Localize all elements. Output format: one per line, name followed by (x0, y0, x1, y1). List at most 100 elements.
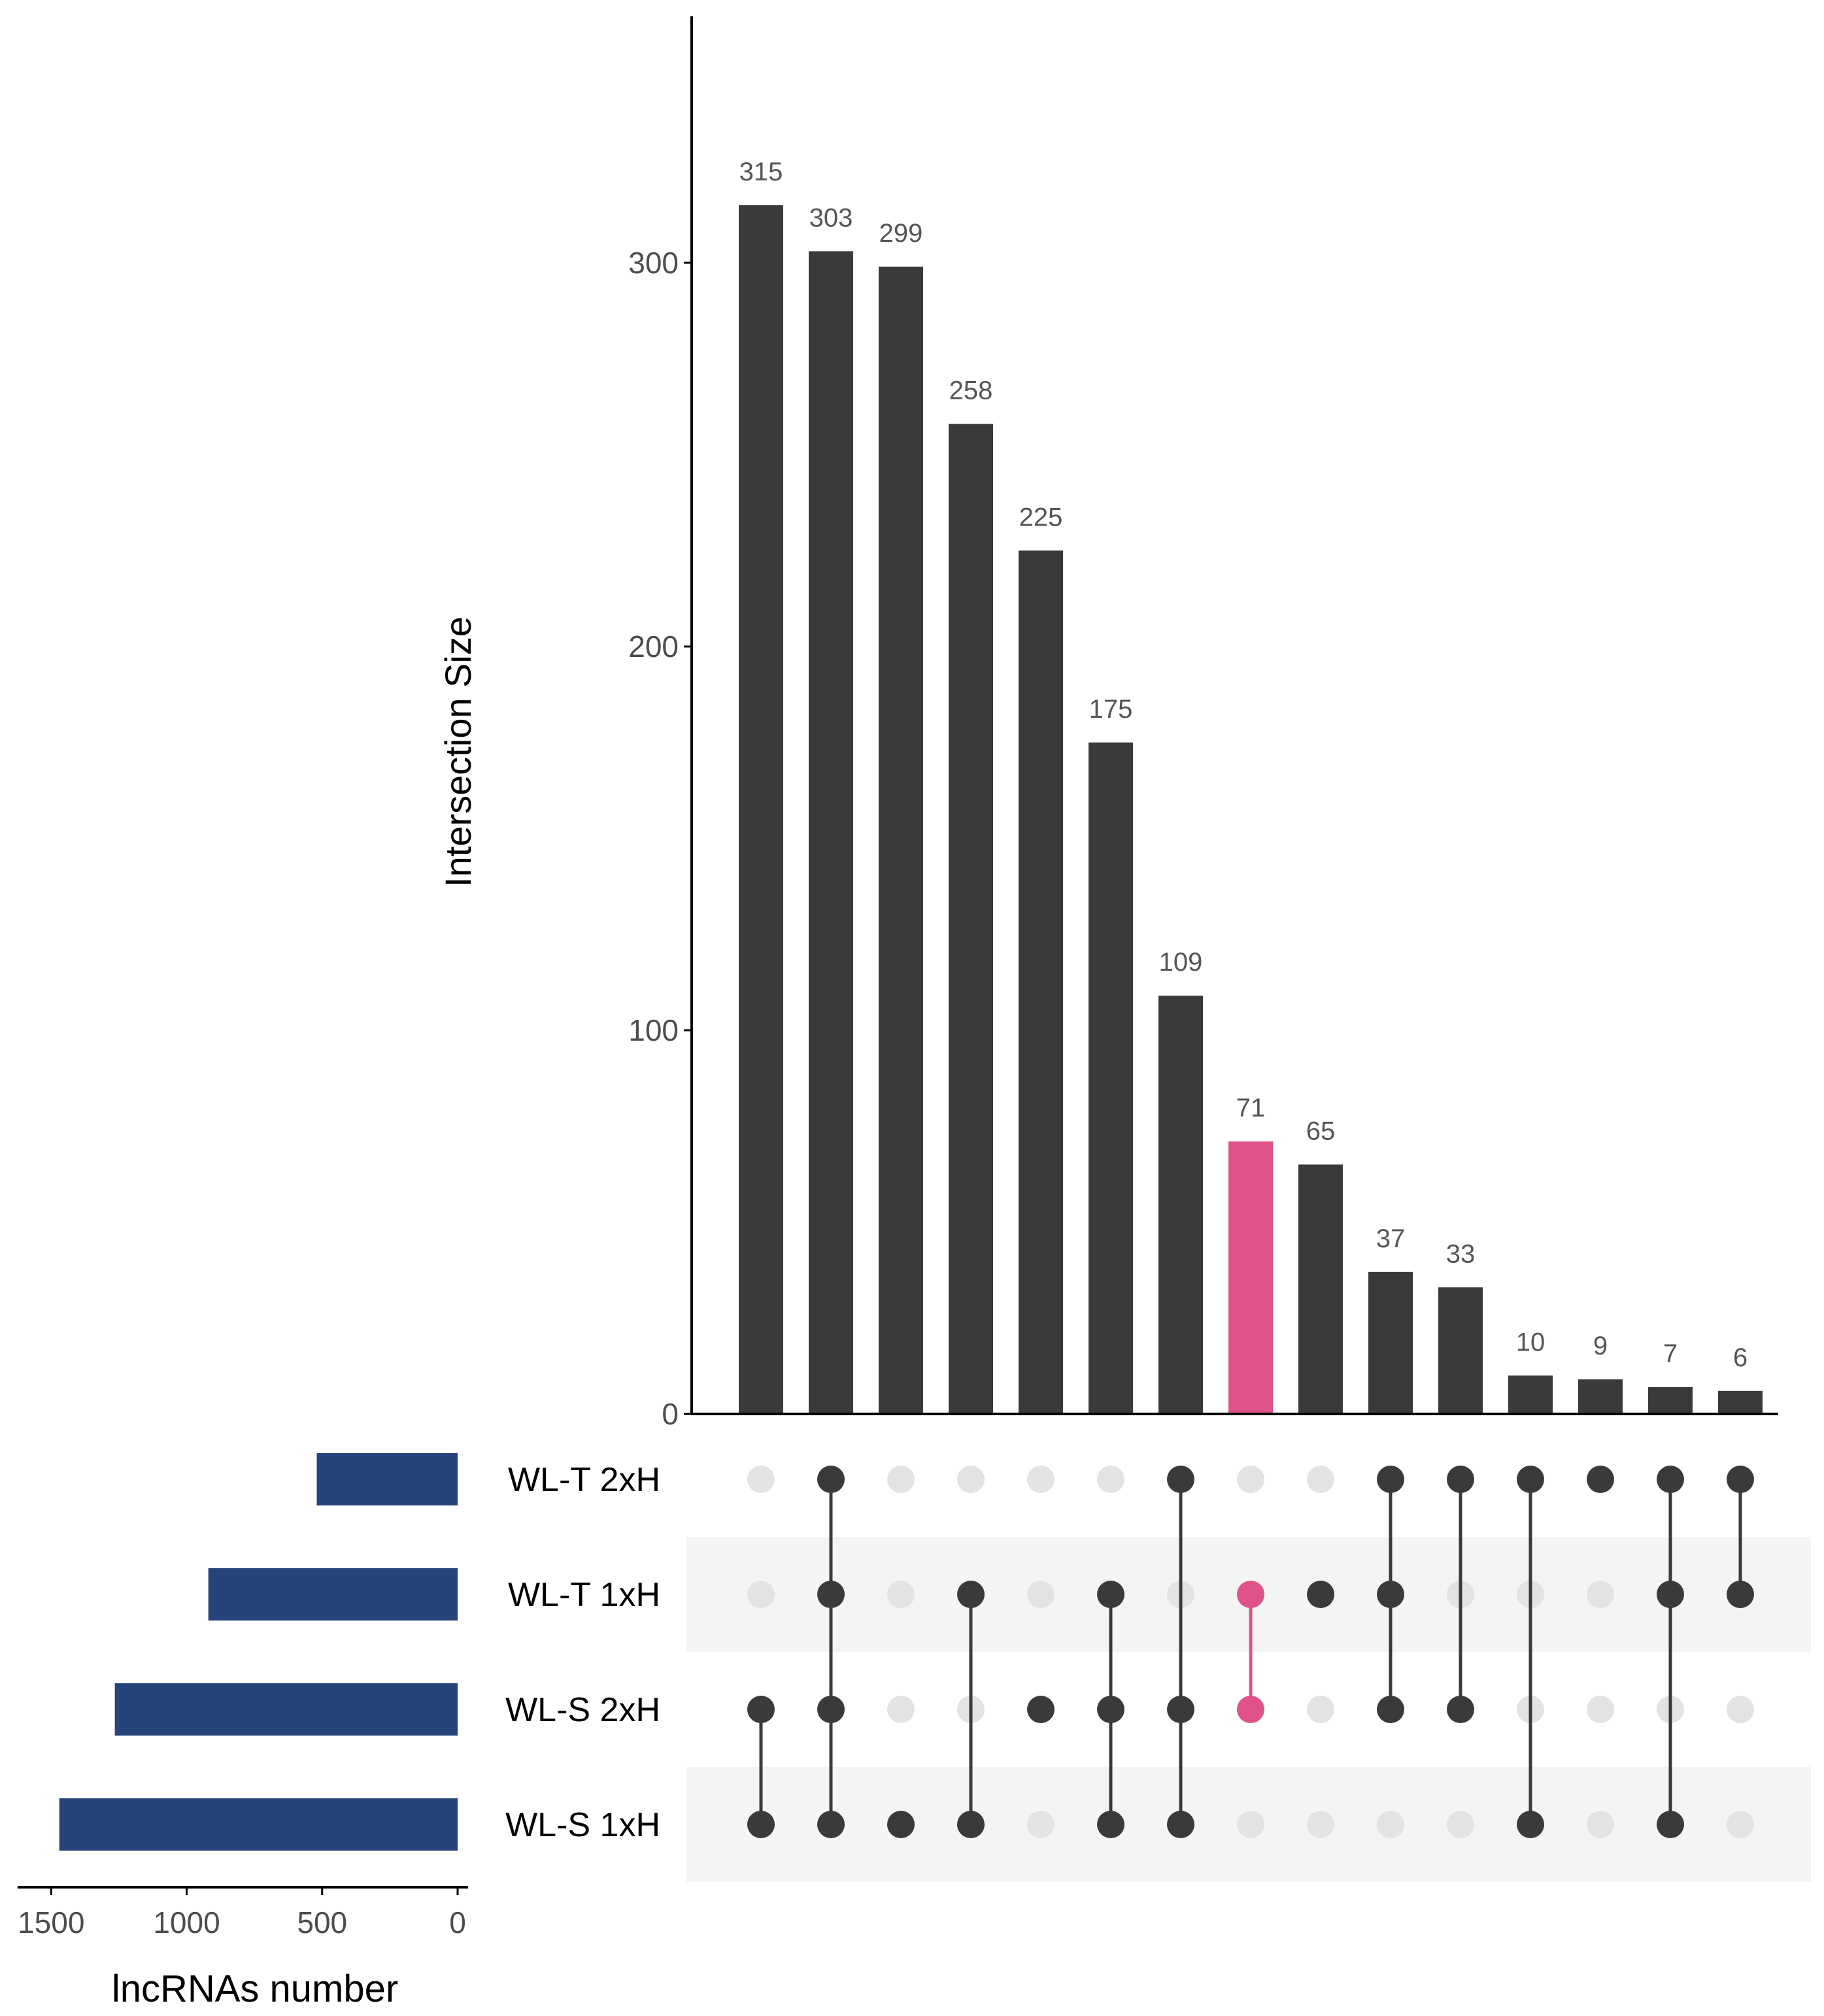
set-size-bar (59, 1798, 458, 1851)
matrix-dot-inactive (1027, 1466, 1055, 1493)
intersection-bar (739, 205, 783, 1415)
matrix-dot-active (1027, 1696, 1055, 1723)
matrix-dot-active (1447, 1696, 1474, 1723)
intersection-bars (739, 205, 1763, 1415)
bar-value-label: 303 (809, 203, 853, 232)
bar-value-label: 315 (739, 158, 783, 186)
matrix-dot-inactive (1377, 1811, 1404, 1838)
matrix-dot-active (1167, 1811, 1194, 1838)
matrix-dot-active (957, 1811, 985, 1838)
bar-value-label: 37 (1376, 1224, 1406, 1253)
matrix-dot-inactive (1587, 1811, 1614, 1838)
matrix-dot-active (1727, 1581, 1754, 1608)
bar-value-label: 225 (1019, 503, 1063, 531)
bar-value-label: 33 (1446, 1239, 1476, 1268)
intersection-bar (1438, 1287, 1483, 1414)
set-tick-label: 500 (297, 1906, 347, 1940)
matrix-dot-inactive (1307, 1466, 1334, 1493)
set-tick-label: 0 (449, 1906, 466, 1940)
matrix-dot-active (1657, 1811, 1684, 1838)
intersection-bar (1228, 1141, 1273, 1414)
matrix-dot-active (1167, 1466, 1194, 1493)
matrix-dot-active (887, 1811, 915, 1838)
set-size-bar (114, 1683, 458, 1736)
matrix-dot-inactive (747, 1581, 775, 1608)
matrix-dot-inactive (887, 1581, 915, 1608)
intersection-bar (1578, 1379, 1623, 1414)
intersection-axis-title: Intersection Size (437, 616, 479, 887)
matrix-dot-active (817, 1581, 845, 1608)
matrix-dot-inactive (957, 1466, 985, 1493)
matrix-dot-active (1657, 1581, 1684, 1608)
intersection-bar (1158, 996, 1203, 1414)
matrix-dot-inactive (1587, 1696, 1614, 1723)
matrix-dot-active (1307, 1581, 1334, 1608)
matrix-dot-active (1377, 1696, 1404, 1723)
matrix-dot-active (1517, 1466, 1544, 1493)
matrix-dot-active (1097, 1811, 1124, 1838)
matrix-dot-active (1377, 1466, 1404, 1493)
matrix-dot-inactive (1307, 1696, 1334, 1723)
matrix-dot-inactive (1727, 1811, 1754, 1838)
matrix-dot-inactive (1727, 1696, 1754, 1723)
matrix-dot-active (817, 1696, 845, 1723)
matrix-dot-inactive (1447, 1811, 1474, 1838)
set-size-bar (316, 1453, 458, 1505)
set-tick-label: 1000 (153, 1906, 220, 1940)
matrix-dot-inactive (1587, 1581, 1614, 1608)
matrix-dot-active (1237, 1696, 1264, 1723)
matrix-dot-inactive (1307, 1811, 1334, 1838)
matrix-dot-active (747, 1811, 775, 1838)
set-size-x-axis: 1500 1000 500 0 (17, 1886, 468, 1940)
matrix-dot-active (1587, 1466, 1614, 1493)
intersection-bar (1368, 1271, 1413, 1414)
set-size-bars (59, 1453, 458, 1851)
matrix-dot-active (1727, 1466, 1754, 1493)
matrix-dot-active (1377, 1581, 1404, 1608)
matrix-dot-inactive (887, 1466, 915, 1493)
matrix-dot-inactive (1097, 1466, 1124, 1493)
bar-value-label: 109 (1159, 948, 1203, 977)
bar-value-label: 10 (1516, 1328, 1545, 1356)
intersection-bar (1718, 1390, 1763, 1414)
matrix-dot-inactive (1027, 1581, 1055, 1608)
set-size-bar (208, 1568, 458, 1621)
set-tick-label: 1500 (18, 1906, 84, 1940)
set-name-label: WL-T 2xH (508, 1461, 660, 1499)
matrix-dot-active (957, 1581, 985, 1608)
matrix-dot-active (1447, 1466, 1474, 1493)
matrix-dot-active (817, 1811, 845, 1838)
matrix-dot-active (747, 1696, 775, 1723)
matrix-dot-active (1097, 1696, 1124, 1723)
matrix-dot-active (1097, 1581, 1124, 1608)
set-name-label: WL-S 1xH (505, 1806, 660, 1844)
y-tick-label: 100 (628, 1013, 679, 1047)
matrix-dot-inactive (1237, 1811, 1264, 1838)
matrix-dot-inactive (1027, 1811, 1055, 1838)
set-size-axis-title: lncRNAs number (112, 1968, 398, 2010)
matrix-dot-inactive (747, 1466, 775, 1493)
matrix-dot-inactive (887, 1696, 915, 1723)
intersection-bar (1648, 1386, 1693, 1414)
bar-value-label: 71 (1236, 1094, 1266, 1122)
matrix-dot-active (817, 1466, 845, 1493)
bar-value-label: 258 (949, 377, 993, 405)
intersection-y-axis: 0 100 200 300 (628, 16, 1778, 1431)
intersection-bar (1298, 1164, 1343, 1414)
y-tick-label: 200 (628, 630, 679, 664)
intersection-bar (809, 251, 853, 1414)
matrix-dot-active (1657, 1466, 1684, 1493)
intersection-matrix (747, 1466, 1754, 1838)
matrix-dot-active (1237, 1581, 1264, 1608)
intersection-bar (1019, 550, 1063, 1414)
intersection-bar (1089, 742, 1133, 1414)
bar-value-label: 175 (1089, 695, 1133, 724)
matrix-dot-active (1517, 1811, 1544, 1838)
bar-value-label: 65 (1306, 1117, 1336, 1145)
y-tick-label: 300 (628, 246, 679, 280)
matrix-dot-inactive (1237, 1466, 1264, 1493)
set-name-labels: WL-T 2xH WL-T 1xH WL-S 2xH WL-S 1xH (505, 1461, 660, 1844)
bar-value-label: 9 (1593, 1332, 1608, 1360)
